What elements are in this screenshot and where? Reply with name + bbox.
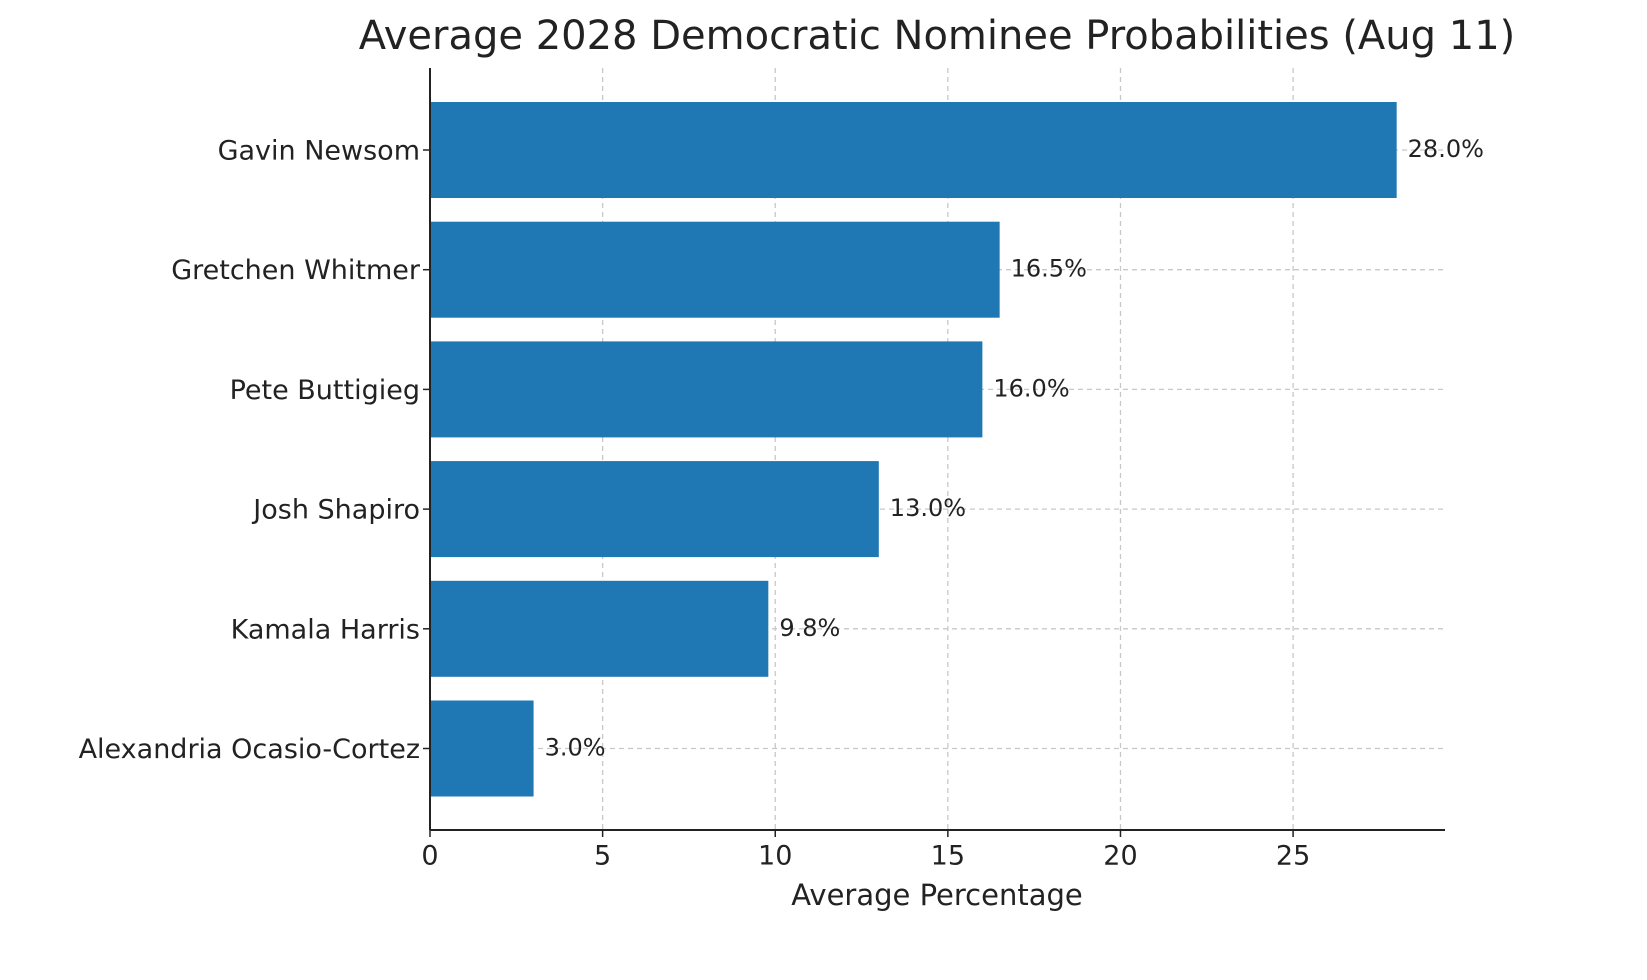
bar [430,221,1000,318]
value-label: 16.5% [1011,255,1087,283]
bar [430,580,769,677]
y-tick-label: Kamala Harris [231,614,420,645]
x-tick-label: 20 [1103,841,1137,872]
x-tick-label: 15 [931,841,965,872]
y-tick-label: Alexandria Ocasio-Cortez [79,734,420,765]
y-tick-label: Josh Shapiro [251,495,420,526]
bar [430,461,879,558]
value-label: 16.0% [993,374,1069,402]
x-tick-label: 25 [1276,841,1310,872]
value-label: 13.0% [890,494,966,522]
value-label: 9.8% [779,614,840,642]
x-axis-label: Average Percentage [791,878,1082,912]
y-tick-label: Gavin Newsom [218,136,420,167]
x-tick-label: 5 [594,841,611,872]
bar [430,700,534,797]
value-label: 28.0% [1408,135,1484,163]
y-tick-label: Pete Buttigieg [230,375,420,406]
chart-title: Average 2028 Democratic Nominee Probabil… [359,13,1516,59]
value-label: 3.0% [545,734,606,762]
x-tick-label: 10 [758,841,792,872]
bar [430,341,983,438]
y-tick-label: Gretchen Whitmer [171,255,421,286]
bar [430,102,1397,198]
x-tick-label: 0 [421,841,438,872]
